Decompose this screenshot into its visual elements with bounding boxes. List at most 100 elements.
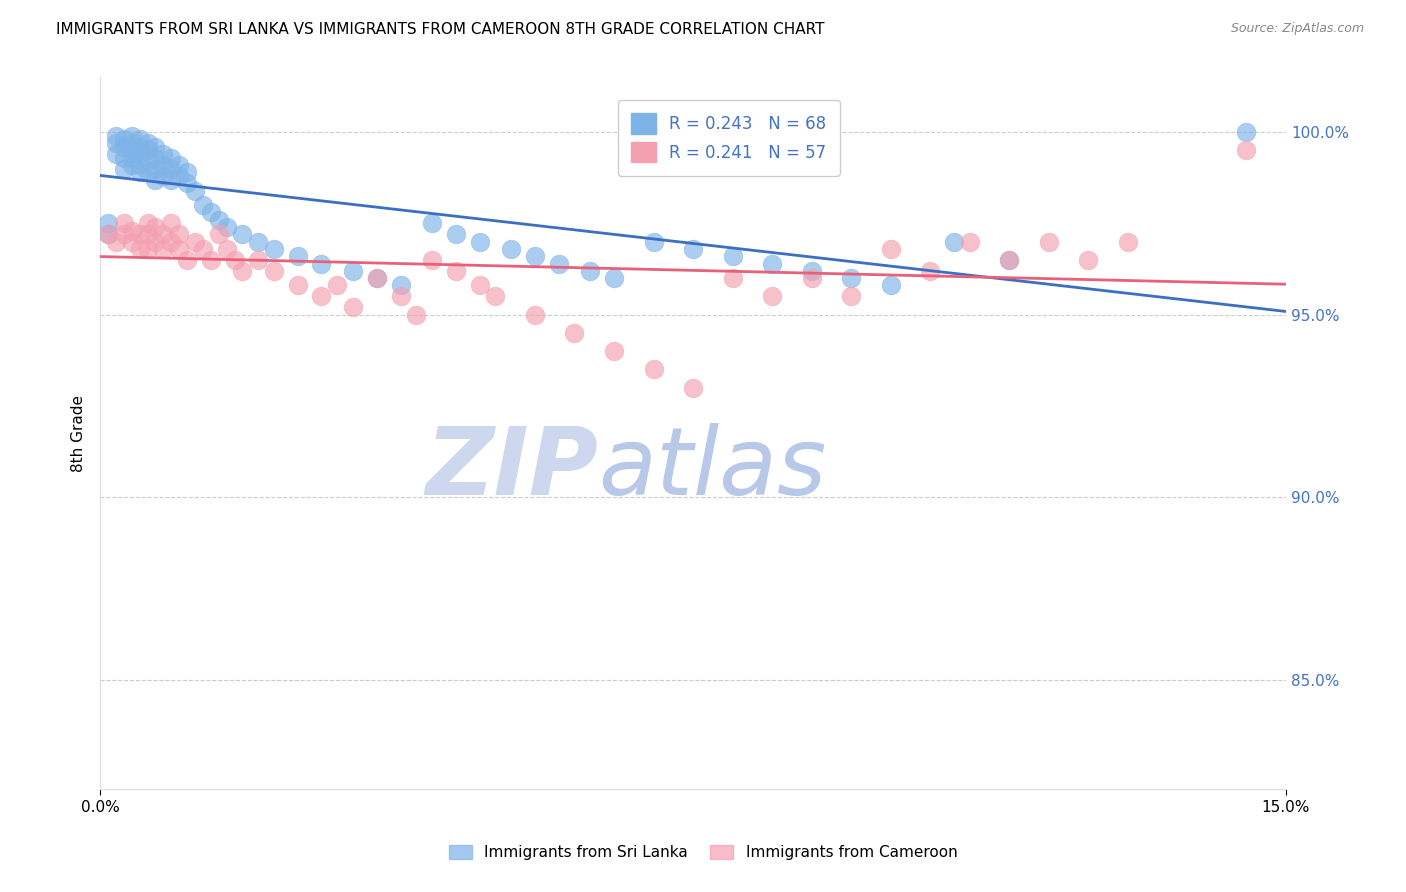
Point	[800, 264, 823, 278]
Point	[136, 136, 159, 150]
Point	[145, 161, 167, 176]
Point	[420, 216, 443, 230]
Point	[839, 289, 862, 303]
Point	[160, 151, 183, 165]
Point	[342, 264, 364, 278]
Point	[121, 151, 143, 165]
Point	[136, 165, 159, 179]
Text: atlas: atlas	[598, 424, 827, 515]
Point	[366, 271, 388, 285]
Point	[998, 252, 1021, 267]
Point	[800, 271, 823, 285]
Point	[366, 271, 388, 285]
Point	[643, 362, 665, 376]
Point	[1077, 252, 1099, 267]
Point	[389, 289, 412, 303]
Point	[104, 235, 127, 249]
Point	[97, 227, 120, 242]
Point	[287, 249, 309, 263]
Point	[263, 264, 285, 278]
Point	[579, 264, 602, 278]
Point	[444, 264, 467, 278]
Point	[200, 252, 222, 267]
Point	[389, 278, 412, 293]
Point	[136, 216, 159, 230]
Point	[167, 169, 190, 183]
Point	[121, 128, 143, 143]
Point	[104, 147, 127, 161]
Point	[420, 252, 443, 267]
Point	[405, 308, 427, 322]
Point	[184, 184, 207, 198]
Point	[145, 140, 167, 154]
Point	[1236, 144, 1258, 158]
Point	[112, 140, 135, 154]
Point	[682, 242, 704, 256]
Point	[523, 308, 546, 322]
Point	[112, 132, 135, 146]
Point	[136, 227, 159, 242]
Point	[998, 252, 1021, 267]
Point	[112, 216, 135, 230]
Y-axis label: 8th Grade: 8th Grade	[72, 395, 86, 472]
Point	[247, 252, 270, 267]
Point	[112, 161, 135, 176]
Point	[326, 278, 349, 293]
Point	[128, 158, 150, 172]
Point	[224, 252, 246, 267]
Point	[128, 140, 150, 154]
Point	[191, 198, 214, 212]
Point	[603, 271, 626, 285]
Point	[104, 136, 127, 150]
Point	[547, 256, 569, 270]
Point	[959, 235, 981, 249]
Point	[761, 256, 783, 270]
Point	[136, 242, 159, 256]
Point	[112, 227, 135, 242]
Point	[231, 264, 253, 278]
Point	[145, 220, 167, 235]
Legend: R = 0.243   N = 68, R = 0.241   N = 57: R = 0.243 N = 68, R = 0.241 N = 57	[617, 100, 839, 176]
Text: IMMIGRANTS FROM SRI LANKA VS IMMIGRANTS FROM CAMEROON 8TH GRADE CORRELATION CHAR: IMMIGRANTS FROM SRI LANKA VS IMMIGRANTS …	[56, 22, 825, 37]
Point	[176, 176, 198, 190]
Point	[208, 212, 231, 227]
Point	[167, 242, 190, 256]
Point	[721, 271, 744, 285]
Point	[643, 235, 665, 249]
Point	[97, 227, 120, 242]
Point	[152, 158, 174, 172]
Point	[121, 144, 143, 158]
Point	[160, 235, 183, 249]
Point	[215, 220, 238, 235]
Point	[523, 249, 546, 263]
Point	[152, 169, 174, 183]
Text: Source: ZipAtlas.com: Source: ZipAtlas.com	[1230, 22, 1364, 36]
Point	[1038, 235, 1060, 249]
Point	[247, 235, 270, 249]
Point	[208, 227, 231, 242]
Point	[136, 154, 159, 169]
Point	[603, 344, 626, 359]
Point	[200, 205, 222, 219]
Point	[682, 381, 704, 395]
Legend: Immigrants from Sri Lanka, Immigrants from Cameroon: Immigrants from Sri Lanka, Immigrants fr…	[443, 839, 963, 866]
Point	[342, 301, 364, 315]
Point	[128, 132, 150, 146]
Point	[97, 216, 120, 230]
Point	[721, 249, 744, 263]
Point	[128, 242, 150, 256]
Point	[167, 158, 190, 172]
Point	[287, 278, 309, 293]
Point	[191, 242, 214, 256]
Point	[121, 224, 143, 238]
Point	[879, 278, 901, 293]
Point	[152, 242, 174, 256]
Point	[104, 128, 127, 143]
Point	[136, 144, 159, 158]
Point	[128, 147, 150, 161]
Point	[444, 227, 467, 242]
Point	[311, 289, 333, 303]
Point	[152, 227, 174, 242]
Point	[121, 158, 143, 172]
Point	[879, 242, 901, 256]
